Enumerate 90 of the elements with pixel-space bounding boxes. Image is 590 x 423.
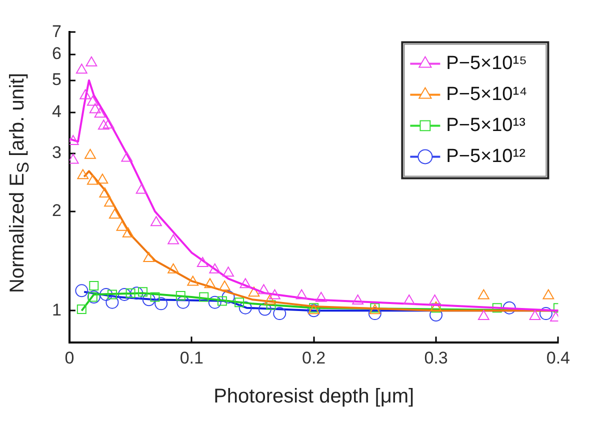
point [240,278,252,288]
point [234,298,244,308]
point [75,284,88,298]
point [238,301,252,314]
y-tick-label: 4 [52,102,62,121]
point [168,263,180,274]
point [176,296,190,309]
x-tick-label: 0.4 [546,348,570,368]
point [368,307,382,320]
point [84,148,96,159]
point [89,281,99,291]
y-tick-label: 7 [52,22,62,41]
point [106,296,119,309]
point [76,64,88,74]
y-tick-label: 2 [52,201,62,220]
point [209,263,221,274]
point [94,108,106,118]
point [258,284,270,294]
point [502,301,516,314]
legend-label: P−5×10¹² [446,146,526,167]
point [478,310,490,320]
x-tick-label: 0.3 [424,348,448,368]
point [218,280,230,290]
point [258,302,272,316]
point [89,103,101,114]
point [168,234,180,244]
point [539,307,552,320]
point [142,293,156,306]
point [96,174,108,184]
point [99,187,111,198]
point [118,288,131,301]
point [296,289,308,300]
y-tick-label: 5 [52,70,62,90]
point [150,216,162,226]
point [264,294,276,304]
point [429,294,440,304]
x-tick-label: 0.2 [302,348,326,368]
point [196,257,208,268]
point [307,304,320,318]
point [529,310,541,320]
point [136,184,148,194]
y-tick-label: 6 [52,44,62,63]
point [80,89,92,100]
point [126,288,136,298]
point [130,286,144,300]
point [122,227,134,238]
point [217,296,227,306]
point [98,120,110,130]
point [107,290,117,300]
y-tick-label: 3 [52,143,62,162]
legend-label: P−5×10¹⁵ [446,52,527,74]
point [86,96,98,106]
point [104,196,116,207]
point [102,118,114,128]
point [542,289,554,300]
point [121,152,133,162]
point [108,208,120,219]
legend-label: P−5×10¹³ [446,114,526,136]
point [150,292,160,302]
point [315,292,327,302]
point [199,292,209,302]
x-tick-label: 0.1 [180,348,204,368]
legend-label: P−5×10¹⁴ [446,84,528,105]
point [248,286,260,297]
point [76,304,86,314]
point [77,169,89,180]
point [154,297,168,310]
x-tick-label: 0 [64,348,74,368]
point [86,174,98,185]
point [492,303,502,313]
point [100,288,113,301]
point [478,289,490,300]
point [204,278,216,288]
point [187,276,199,286]
x-axis-title: Photoresist depth [μm] [214,386,414,408]
point [138,287,148,297]
point [116,220,128,231]
point [87,290,100,304]
point [208,296,222,309]
point [352,294,364,304]
point [273,307,286,320]
point [143,252,155,262]
point [86,56,98,66]
point [269,289,280,300]
y-tick-label: 1 [52,300,62,320]
point [176,290,186,300]
point [222,290,235,304]
point [403,294,415,304]
point [222,266,234,277]
point [266,300,276,310]
